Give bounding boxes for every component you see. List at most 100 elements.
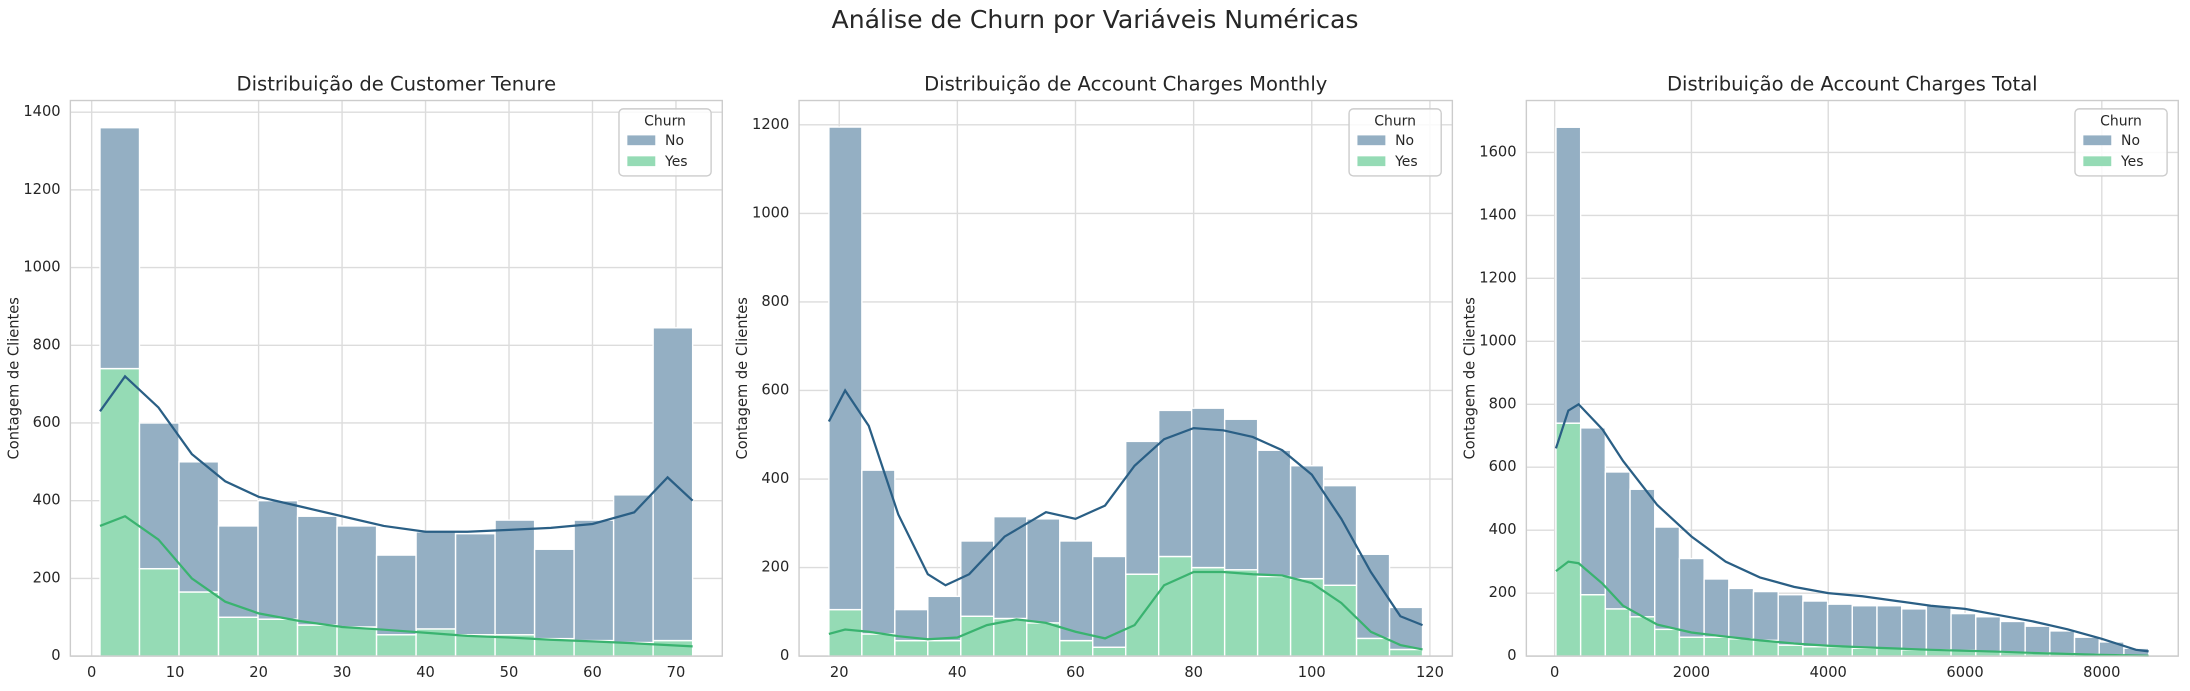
histogram-bar <box>1999 620 2026 654</box>
x-tick-label: 120 <box>1416 664 1444 681</box>
x-tick-label: 50 <box>500 664 519 681</box>
kde-line <box>827 388 1423 627</box>
legend-title: Churn <box>2100 113 2142 129</box>
legend-swatch <box>627 156 656 167</box>
histogram-bar <box>2049 630 2076 655</box>
histogram-bar <box>1777 594 1804 646</box>
axes-frame <box>69 99 723 657</box>
y-tick-label: 1200 <box>1479 269 1516 286</box>
histogram-bar <box>138 567 180 657</box>
y-tick-label: 800 <box>761 293 789 310</box>
histogram-bar <box>828 126 863 611</box>
histogram-bar <box>336 626 378 657</box>
x-tick-label: 8000 <box>2083 664 2120 681</box>
legend-swatch <box>2083 135 2112 146</box>
histogram-bar <box>1678 636 1705 657</box>
x-tick-label: 2000 <box>1673 664 1710 681</box>
y-tick-label: 1400 <box>23 103 60 120</box>
y-tick-label: 200 <box>33 569 61 586</box>
x-tick-label: 40 <box>948 664 967 681</box>
histogram-bar <box>861 633 896 657</box>
histogram-bar <box>138 422 180 570</box>
histogram-bar <box>1157 409 1193 558</box>
histogram-bar <box>1654 526 1681 631</box>
legend: Churn No Yes <box>2074 108 2168 177</box>
histogram-bar <box>1950 612 1977 652</box>
histogram-bar <box>861 469 896 635</box>
histogram-bar <box>1190 566 1226 657</box>
legend-swatch <box>1357 156 1386 167</box>
x-tick-label: 20 <box>830 664 849 681</box>
histogram-bar <box>1059 639 1094 657</box>
histogram-bar <box>1026 622 1061 657</box>
axes-title: Distribuição de Account Charges Total <box>1667 73 2038 96</box>
histogram-bar <box>960 615 995 657</box>
histogram-bar <box>1289 465 1325 580</box>
y-tick-label: 600 <box>761 381 789 398</box>
histogram-bar <box>1604 471 1631 610</box>
y-tick-label: 200 <box>761 559 789 576</box>
x-tick-label: 4000 <box>1810 664 1847 681</box>
kde-line <box>1555 560 2149 657</box>
legend-label: Yes <box>664 154 688 170</box>
histogram-bar <box>1579 594 1607 657</box>
histogram-bar <box>217 616 259 657</box>
histogram-bar <box>178 591 220 657</box>
x-tick-label: 0 <box>87 664 96 681</box>
histogram-bar <box>2073 636 2100 655</box>
axes-frame <box>1525 99 2179 657</box>
histogram-bar <box>375 554 417 636</box>
axes-title: Distribuição de Customer Tenure <box>237 73 557 96</box>
axes-title: Distribuição de Account Charges Monthly <box>924 73 1327 96</box>
histogram-bar <box>375 634 417 657</box>
histogram-bar <box>1728 587 1755 640</box>
histogram-bar <box>217 525 259 618</box>
histogram-bar <box>652 639 694 657</box>
y-tick-label: 400 <box>33 492 61 509</box>
histogram-bar <box>1388 648 1424 657</box>
histogram-bar <box>927 595 962 642</box>
histogram-bar <box>1223 418 1259 571</box>
histogram-bar <box>1851 605 1878 649</box>
y-tick-label: 1000 <box>1479 332 1516 349</box>
histogram-bar <box>1125 440 1160 575</box>
legend-swatch <box>1357 135 1386 146</box>
legend-label: Yes <box>2120 154 2144 170</box>
histogram-bar <box>1629 616 1656 657</box>
x-tick-label: 80 <box>1184 664 1203 681</box>
subplot: 0 200 400 600 800 1000 1200 20 40 60 80 100 120 Distr… <box>734 73 1454 681</box>
histogram-bar <box>415 531 457 630</box>
y-tick-label: 0 <box>1507 647 1516 664</box>
histogram-bar <box>1322 584 1358 657</box>
histogram-bar <box>1256 575 1292 657</box>
x-tick-label: 30 <box>333 664 352 681</box>
axes-frame <box>798 99 1454 657</box>
legend-swatch <box>2083 156 2112 167</box>
histogram-bar <box>1900 649 1928 657</box>
x-tick-label: 60 <box>1066 664 1085 681</box>
x-tick-label: 20 <box>249 664 268 681</box>
y-tick-label: 400 <box>1489 521 1517 538</box>
histogram-bar <box>1059 540 1094 642</box>
histogram-bar <box>573 519 615 642</box>
y-axis-label: Contagem de Clientes <box>734 297 751 459</box>
figure-title: Análise de Churn por Variáveis Numéricas <box>832 5 1359 34</box>
histogram-bar <box>652 327 694 642</box>
y-tick-label: 1200 <box>23 181 60 198</box>
x-tick-label: 60 <box>583 664 602 681</box>
y-tick-label: 0 <box>51 647 60 664</box>
y-tick-label: 600 <box>1489 458 1517 475</box>
y-axis-label: Contagem de Clientes <box>6 297 23 459</box>
legend-title: Churn <box>644 113 686 129</box>
y-tick-label: 0 <box>780 647 789 664</box>
y-tick-label: 1000 <box>23 259 60 276</box>
y-axis-label: Contagem de Clientes <box>1462 297 1479 459</box>
histogram-bar <box>993 515 1028 620</box>
histogram-bar <box>1092 555 1127 648</box>
legend: Churn No Yes <box>1348 108 1442 177</box>
histogram-bar <box>1026 518 1061 624</box>
histogram-bar <box>454 634 496 657</box>
y-tick-label: 1000 <box>752 204 789 221</box>
y-tick-label: 600 <box>33 414 61 431</box>
